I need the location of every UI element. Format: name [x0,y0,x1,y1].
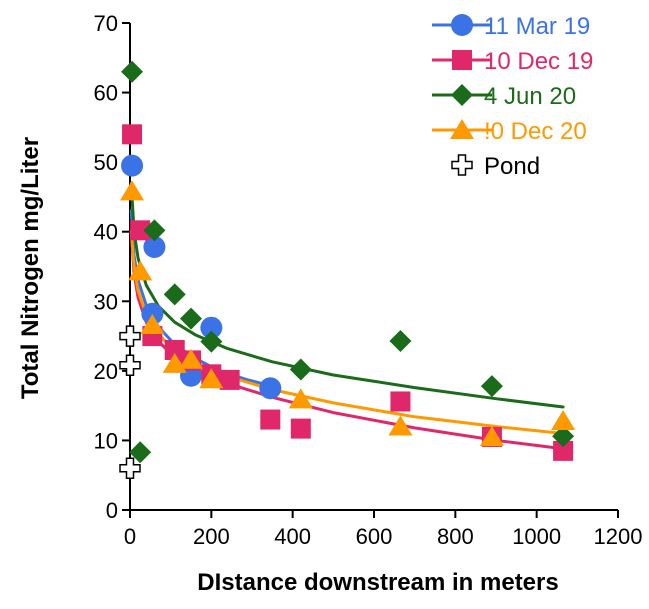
x-tick-label: 0 [124,524,136,549]
data-point [551,409,576,430]
data-point [128,260,153,281]
legend-label: Pond [484,153,540,180]
x-tick-label: 1000 [512,524,561,549]
data-point [143,219,166,242]
data-point [121,60,144,83]
legend-marker [452,50,472,70]
data-point [122,124,143,145]
data-point [219,369,240,390]
legend-marker [450,119,474,139]
data-points [119,60,576,480]
trend-line [129,181,565,409]
data-point [390,391,411,412]
data-point [164,339,185,360]
y-tick-label: 20 [94,359,118,384]
x-axis-title: DIstance downstream in meters [197,569,558,596]
y-axis-ticks: 0 10 20 30 40 50 60 70 [94,11,130,523]
y-tick-label: 50 [94,150,118,175]
data-point [389,329,412,352]
legend-item: 11 Mar 19 [432,13,590,40]
legend-item: Pond [451,153,540,180]
data-point [120,180,145,201]
x-tick-label: 400 [274,524,311,549]
data-point [143,236,166,259]
data-point [180,307,202,330]
data-point [119,457,141,480]
x-tick-label: 200 [193,524,230,549]
plot-area: 0 10 20 30 40 50 60 70 0 200 400 600 800 1000 1200 [94,11,643,549]
data-point [163,283,186,306]
legend-item: !0 Dec 20 [432,118,587,145]
data-point [388,415,413,436]
y-tick-label: 30 [94,289,118,314]
trend-line [129,230,565,435]
data-point [553,440,574,461]
x-tick-label: 600 [356,524,393,549]
legend-label: 10 Dec 19 [484,48,593,75]
x-axis-ticks: 0 200 400 600 800 1000 1200 [124,510,643,549]
data-point [200,316,223,339]
data-point [552,425,575,448]
legend-label: 4 Jun 20 [484,83,576,110]
data-point [119,354,141,377]
data-point [129,441,152,464]
trend-line [129,230,565,451]
data-point [141,302,164,325]
data-point [140,313,165,334]
legend-item: 4 Jun 20 [432,83,576,110]
data-point [121,154,144,177]
legend-label: 11 Mar 19 [484,13,590,40]
data-point [200,330,223,353]
x-tick-label: 1200 [594,524,643,549]
legend: 11 Mar 19 10 Dec 19 4 Jun 20 !0 Dec 20 Pond [432,13,593,180]
data-point [260,409,281,430]
legend-marker [451,154,473,176]
data-point [199,368,224,389]
legend-label: !0 Dec 20 [484,118,587,145]
data-point [288,388,313,409]
data-point [480,375,503,398]
data-point [289,358,312,381]
x-tick-label: 800 [437,524,474,549]
data-point [130,220,151,241]
y-tick-label: 40 [94,220,118,245]
data-point [119,325,141,347]
y-tick-label: 10 [94,428,118,453]
data-point [290,418,311,439]
legend-item: 10 Dec 19 [432,48,593,75]
y-tick-label: 60 [94,81,118,106]
data-point [479,425,504,446]
y-tick-label: 0 [106,498,118,523]
y-axis-title: Total Nitrogen mg/Liter [17,137,44,399]
y-tick-label: 70 [94,11,118,36]
legend-marker [451,14,473,36]
legend-marker [451,84,473,106]
data-point [259,377,282,400]
data-point [179,348,203,369]
